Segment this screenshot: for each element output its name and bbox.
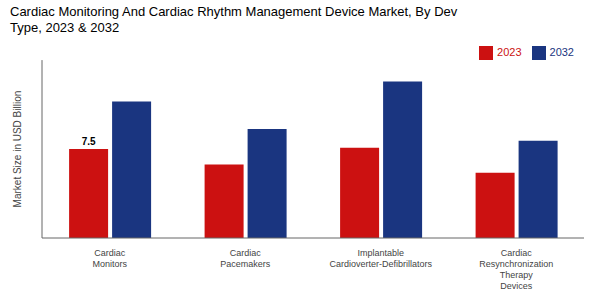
svg-text:7.5: 7.5 <box>82 136 96 147</box>
svg-text:Market Size in USD Billion: Market Size in USD Billion <box>12 91 23 208</box>
svg-text:CardiacMonitors: CardiacMonitors <box>92 248 127 269</box>
svg-text:ImplantableCardioverter-Defibr: ImplantableCardioverter-Defibrillators <box>329 248 432 269</box>
svg-text:CardiacPacemakers: CardiacPacemakers <box>220 248 271 269</box>
html-text:Type, 2023 & 2032: Type, 2023 & 2032 <box>10 20 120 35</box>
svg-text:CardiacResynchronizationTherap: CardiacResynchronizationTherapyDevices <box>479 248 553 291</box>
html-text:2032: 2032 <box>549 46 574 58</box>
html-text:Cardiac Monitoring And Cardiac: Cardiac Monitoring And Cardiac Rhythm Ma… <box>10 4 458 19</box>
html-text:2023: 2023 <box>497 46 522 58</box>
